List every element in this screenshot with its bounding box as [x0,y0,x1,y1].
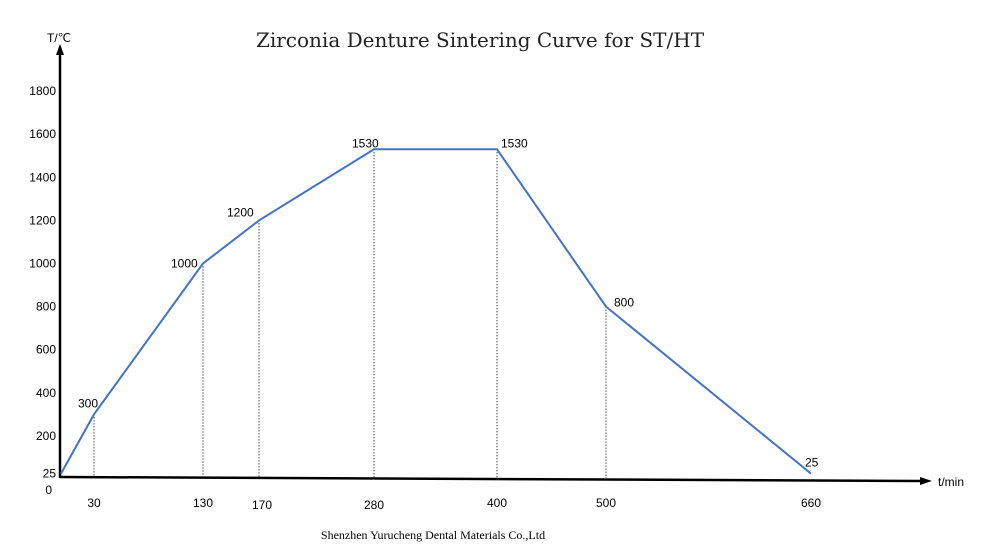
data-label: 300 [78,396,98,410]
y-tick-label: 600 [36,343,56,357]
y-tick-label: 200 [36,429,56,443]
x-tick-label: 170 [252,498,272,512]
data-label: 1530 [352,136,379,150]
y-tick-label: 1000 [29,257,56,271]
y-tick-label: 1600 [29,127,56,141]
y-tick-label: 400 [36,386,56,400]
x-tick-label: 280 [364,498,384,512]
series-line [60,148,812,475]
x-tick-label: 130 [193,496,213,510]
y-tick-label: 25 [43,467,57,481]
data-label: 1200 [227,205,254,219]
y-tick-label: 1200 [29,213,56,227]
y-tick-label: 800 [36,300,56,314]
x-axis [59,475,923,483]
data-label: 25 [805,456,819,470]
y-axis-label: T/℃ [47,31,71,45]
data-label: 1000 [171,257,198,271]
y-tick-label: 1800 [29,84,56,98]
chart-title: Zirconia Denture Sintering Curve for ST/… [256,28,705,52]
x-tick-label: 500 [596,496,616,510]
y-tick-label: 0 [45,483,52,497]
y-tick-label: 1400 [29,170,56,184]
y-axis-arrow-icon [56,44,64,55]
x-tick-label: 400 [487,496,507,510]
x-axis-arrow-icon [920,477,932,485]
x-tick-label: 30 [87,496,101,510]
data-label: 800 [614,296,634,310]
x-axis-label: t/min [938,475,964,489]
footer-company: Shenzhen Yurucheng Dental Materials Co.,… [321,528,545,542]
x-tick-label: 660 [801,496,821,510]
data-label: 1530 [501,136,528,150]
